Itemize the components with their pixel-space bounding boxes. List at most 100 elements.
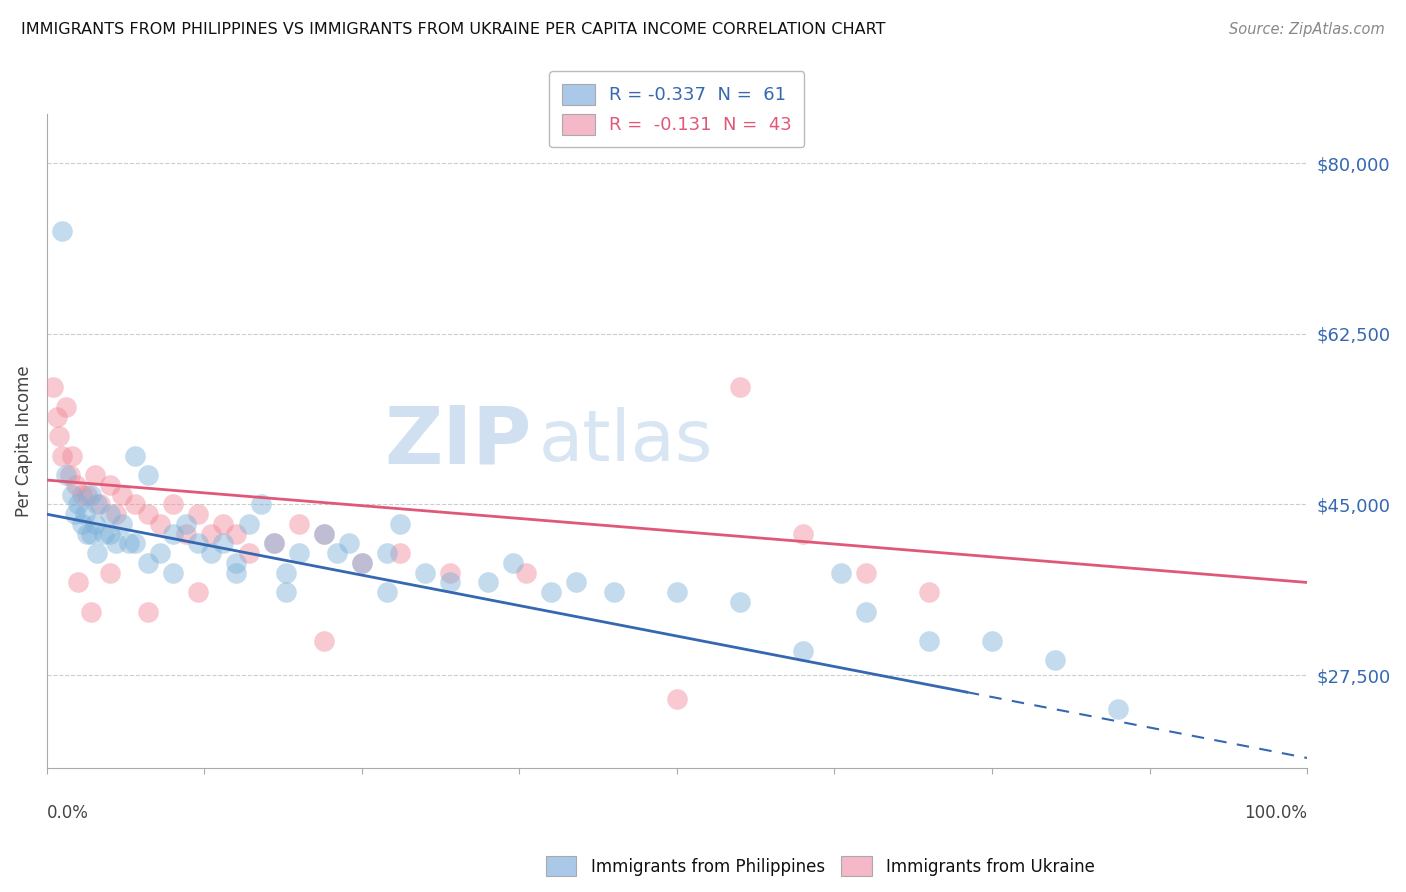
Point [238,516,260,531]
Point [93,526,115,541]
Point [136,556,159,570]
Point [1043,653,1066,667]
Point [830,566,852,580]
Point [263,536,285,550]
Text: 0.0%: 0.0% [46,804,89,822]
Point [51,224,73,238]
Point [918,585,941,599]
Point [276,585,298,599]
Point [212,516,235,531]
Text: ZIP: ZIP [385,402,531,480]
Point [225,526,247,541]
Point [250,498,273,512]
Point [1107,702,1129,716]
Point [439,575,461,590]
Point [665,692,688,706]
Point [225,556,247,570]
Point [981,634,1004,648]
Point [565,575,588,590]
Point [200,526,222,541]
Point [413,566,436,580]
Point [55,468,77,483]
FancyBboxPatch shape [546,856,576,876]
Point [105,507,128,521]
Point [89,498,111,512]
Point [136,605,159,619]
Point [174,526,197,541]
FancyBboxPatch shape [841,856,872,876]
Point [375,585,398,599]
Legend: R = -0.337  N =  61, R =  -0.131  N =  43: R = -0.337 N = 61, R = -0.131 N = 43 [550,71,804,147]
Text: atlas: atlas [538,407,713,475]
Point [98,526,121,541]
Text: IMMIGRANTS FROM PHILIPPINES VS IMMIGRANTS FROM UKRAINE PER CAPITA INCOME CORRELA: IMMIGRANTS FROM PHILIPPINES VS IMMIGRANT… [21,22,886,37]
Point [288,546,311,560]
Point [603,585,626,599]
Point [388,546,411,560]
Point [149,516,172,531]
Point [212,536,235,550]
Point [136,468,159,483]
Point [58,468,80,483]
Point [477,575,499,590]
Point [200,546,222,560]
Point [728,380,751,394]
Point [174,516,197,531]
Point [792,526,814,541]
Point [665,585,688,599]
Point [76,526,98,541]
Point [111,516,134,531]
Y-axis label: Per Capita Income: Per Capita Income [15,365,32,516]
Point [83,468,105,483]
Point [439,566,461,580]
Point [42,380,65,394]
Point [70,488,93,502]
Point [225,566,247,580]
Point [65,478,87,492]
Point [51,449,73,463]
Point [67,498,90,512]
Point [48,429,70,443]
Point [124,449,146,463]
Point [388,516,411,531]
Point [149,546,172,560]
Point [83,516,105,531]
Point [540,585,562,599]
Point [263,536,285,550]
Point [502,556,524,570]
Point [60,488,83,502]
Text: Immigrants from Philippines: Immigrants from Philippines [591,858,825,876]
Point [314,634,336,648]
Point [136,507,159,521]
Point [86,498,108,512]
Point [46,409,69,424]
Point [124,498,146,512]
Point [325,546,347,560]
Point [187,536,209,550]
Point [98,566,121,580]
Point [855,566,877,580]
Text: Source: ZipAtlas.com: Source: ZipAtlas.com [1229,22,1385,37]
Point [855,605,877,619]
Point [314,526,336,541]
Point [55,400,77,414]
Point [238,546,260,560]
Text: Immigrants from Ukraine: Immigrants from Ukraine [886,858,1095,876]
Point [63,507,86,521]
Point [337,536,360,550]
Point [187,585,209,599]
Point [350,556,373,570]
Point [118,536,141,550]
Point [67,575,90,590]
Point [728,595,751,609]
Point [162,566,184,580]
Point [73,507,96,521]
Point [918,634,941,648]
Point [288,516,311,531]
Point [124,536,146,550]
Point [105,536,128,550]
Point [111,488,134,502]
Point [98,507,121,521]
Point [76,488,98,502]
Point [276,566,298,580]
